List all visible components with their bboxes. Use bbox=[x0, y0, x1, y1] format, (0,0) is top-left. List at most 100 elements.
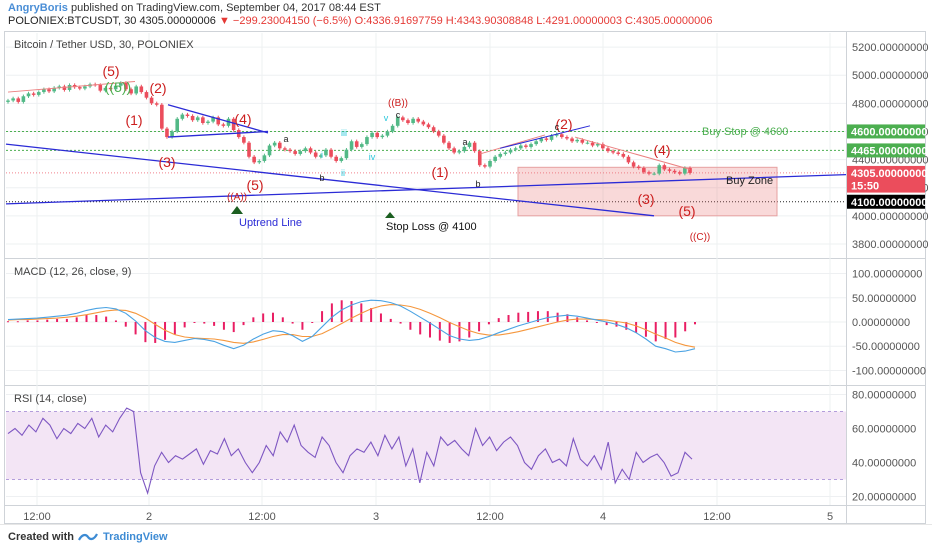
wave-label: (2) bbox=[555, 116, 572, 132]
minor-wave-label: b bbox=[475, 179, 480, 189]
candle-body bbox=[98, 85, 103, 91]
candle-body bbox=[175, 118, 180, 132]
candle-body bbox=[113, 85, 118, 90]
x-tick-label: 12:00 bbox=[476, 511, 504, 523]
candle-body bbox=[621, 153, 626, 157]
downtrend-line bbox=[5, 143, 655, 217]
candle-body bbox=[231, 118, 236, 131]
candle-body bbox=[47, 89, 51, 92]
candle-body bbox=[190, 115, 195, 121]
candle-body bbox=[442, 135, 446, 143]
price-tag-label: 4305.00000000 bbox=[851, 168, 927, 180]
macd-histogram-bar bbox=[291, 322, 294, 324]
macd-histogram-bar bbox=[487, 322, 490, 325]
candle-body bbox=[283, 148, 287, 150]
candle-body bbox=[390, 125, 395, 132]
rsi-band bbox=[6, 411, 846, 480]
y-tick-label: 5200.00000000 bbox=[852, 42, 928, 54]
wave-label: ((B)) bbox=[388, 98, 408, 109]
candle-body bbox=[462, 146, 467, 152]
macd-histogram-bar bbox=[65, 318, 68, 322]
macd-histogram-bar bbox=[56, 318, 59, 322]
macd-histogram-bar bbox=[301, 322, 304, 330]
candle-body bbox=[472, 142, 477, 152]
symbol-line: POLONIEX:BTCUSDT, 30 4305.00000006 ▼ −29… bbox=[8, 15, 712, 27]
candle-body bbox=[626, 156, 631, 163]
candle-body bbox=[242, 137, 246, 143]
macd-histogram-bar bbox=[7, 321, 9, 323]
uptrend-line bbox=[5, 173, 847, 205]
y-tick-label: 100.00000000 bbox=[852, 269, 922, 281]
candle-body bbox=[375, 132, 380, 138]
candle-body bbox=[452, 148, 456, 153]
macd-histogram-bar bbox=[242, 322, 245, 326]
y-tick-label: 80.00000000 bbox=[852, 390, 916, 402]
tradingview-brand[interactable]: TradingView bbox=[103, 531, 168, 543]
candle-body bbox=[544, 138, 549, 140]
candle-body bbox=[103, 87, 108, 91]
macd-histogram-bar bbox=[694, 322, 696, 325]
candle-body bbox=[195, 117, 200, 121]
minor-wave-label: iv bbox=[369, 152, 376, 162]
x-tick-label: 12:00 bbox=[703, 511, 731, 523]
candle-body bbox=[354, 141, 359, 147]
candle-body bbox=[677, 172, 682, 174]
minor-wave-label: i bbox=[321, 150, 323, 160]
candle-body bbox=[595, 144, 600, 146]
candle-body bbox=[580, 139, 585, 143]
macd-histogram-bar bbox=[566, 314, 569, 322]
minor-wave-label: iii bbox=[341, 128, 347, 138]
macd-histogram-bar bbox=[595, 322, 598, 323]
rsi-line bbox=[7, 407, 693, 496]
stop-loss-label: Stop Loss @ 4100 bbox=[386, 221, 477, 233]
candle-body bbox=[488, 160, 492, 167]
candle-body bbox=[534, 141, 538, 145]
candle-body bbox=[318, 155, 323, 157]
candle-body bbox=[119, 82, 123, 86]
ohlc-values: O:4336.91697759 H:4343.90308848 L:4291.0… bbox=[354, 15, 713, 27]
candle-body bbox=[575, 139, 579, 142]
macd-histogram-bar bbox=[654, 322, 657, 342]
macd-histogram-bar bbox=[419, 322, 422, 335]
macd-histogram-bar bbox=[389, 318, 392, 322]
price-tag-label: 15:50 bbox=[851, 181, 879, 193]
candle-body bbox=[344, 149, 349, 159]
published-text: published on TradingView.com, September … bbox=[70, 2, 381, 14]
macd-histogram-bar bbox=[154, 322, 157, 343]
x-tick-label: 3 bbox=[373, 511, 379, 523]
macd-histogram-bar bbox=[213, 322, 216, 326]
y-tick-label: 5000.00000000 bbox=[852, 70, 928, 82]
candle-body bbox=[139, 86, 144, 93]
candle-body bbox=[647, 172, 651, 174]
price-tag bbox=[847, 124, 925, 139]
candle-body bbox=[667, 169, 672, 171]
tradingview-logo-icon bbox=[78, 533, 98, 541]
candle-body bbox=[426, 124, 431, 128]
candle-body bbox=[134, 86, 138, 94]
candle-body bbox=[380, 135, 385, 138]
macd-histogram-bar bbox=[271, 312, 274, 322]
macd-histogram-bar bbox=[478, 322, 481, 332]
candle-body bbox=[221, 124, 226, 126]
candle-body bbox=[590, 142, 595, 146]
candle-body bbox=[339, 158, 344, 161]
candle-body bbox=[360, 144, 364, 147]
candle-body bbox=[565, 137, 569, 139]
candle-body bbox=[467, 142, 472, 147]
macd-histogram-bar bbox=[625, 322, 628, 330]
macd-histogram-bar bbox=[330, 303, 333, 322]
candle-body bbox=[436, 131, 441, 136]
macd-histogram-bar bbox=[468, 322, 471, 338]
author-link[interactable]: AngryBoris bbox=[8, 2, 68, 14]
candle-body bbox=[165, 128, 169, 138]
candle-body bbox=[447, 142, 451, 149]
uptrend-label: Uptrend Line bbox=[239, 217, 302, 229]
candle-body bbox=[549, 135, 554, 140]
wave-label: (3) bbox=[158, 154, 175, 170]
candle-body bbox=[406, 120, 410, 123]
price-tag-label: 4100.00000000 bbox=[851, 197, 927, 209]
macd-histogram-bar bbox=[684, 322, 687, 332]
minor-wave-label: a bbox=[462, 137, 467, 147]
candle-body bbox=[6, 100, 10, 102]
